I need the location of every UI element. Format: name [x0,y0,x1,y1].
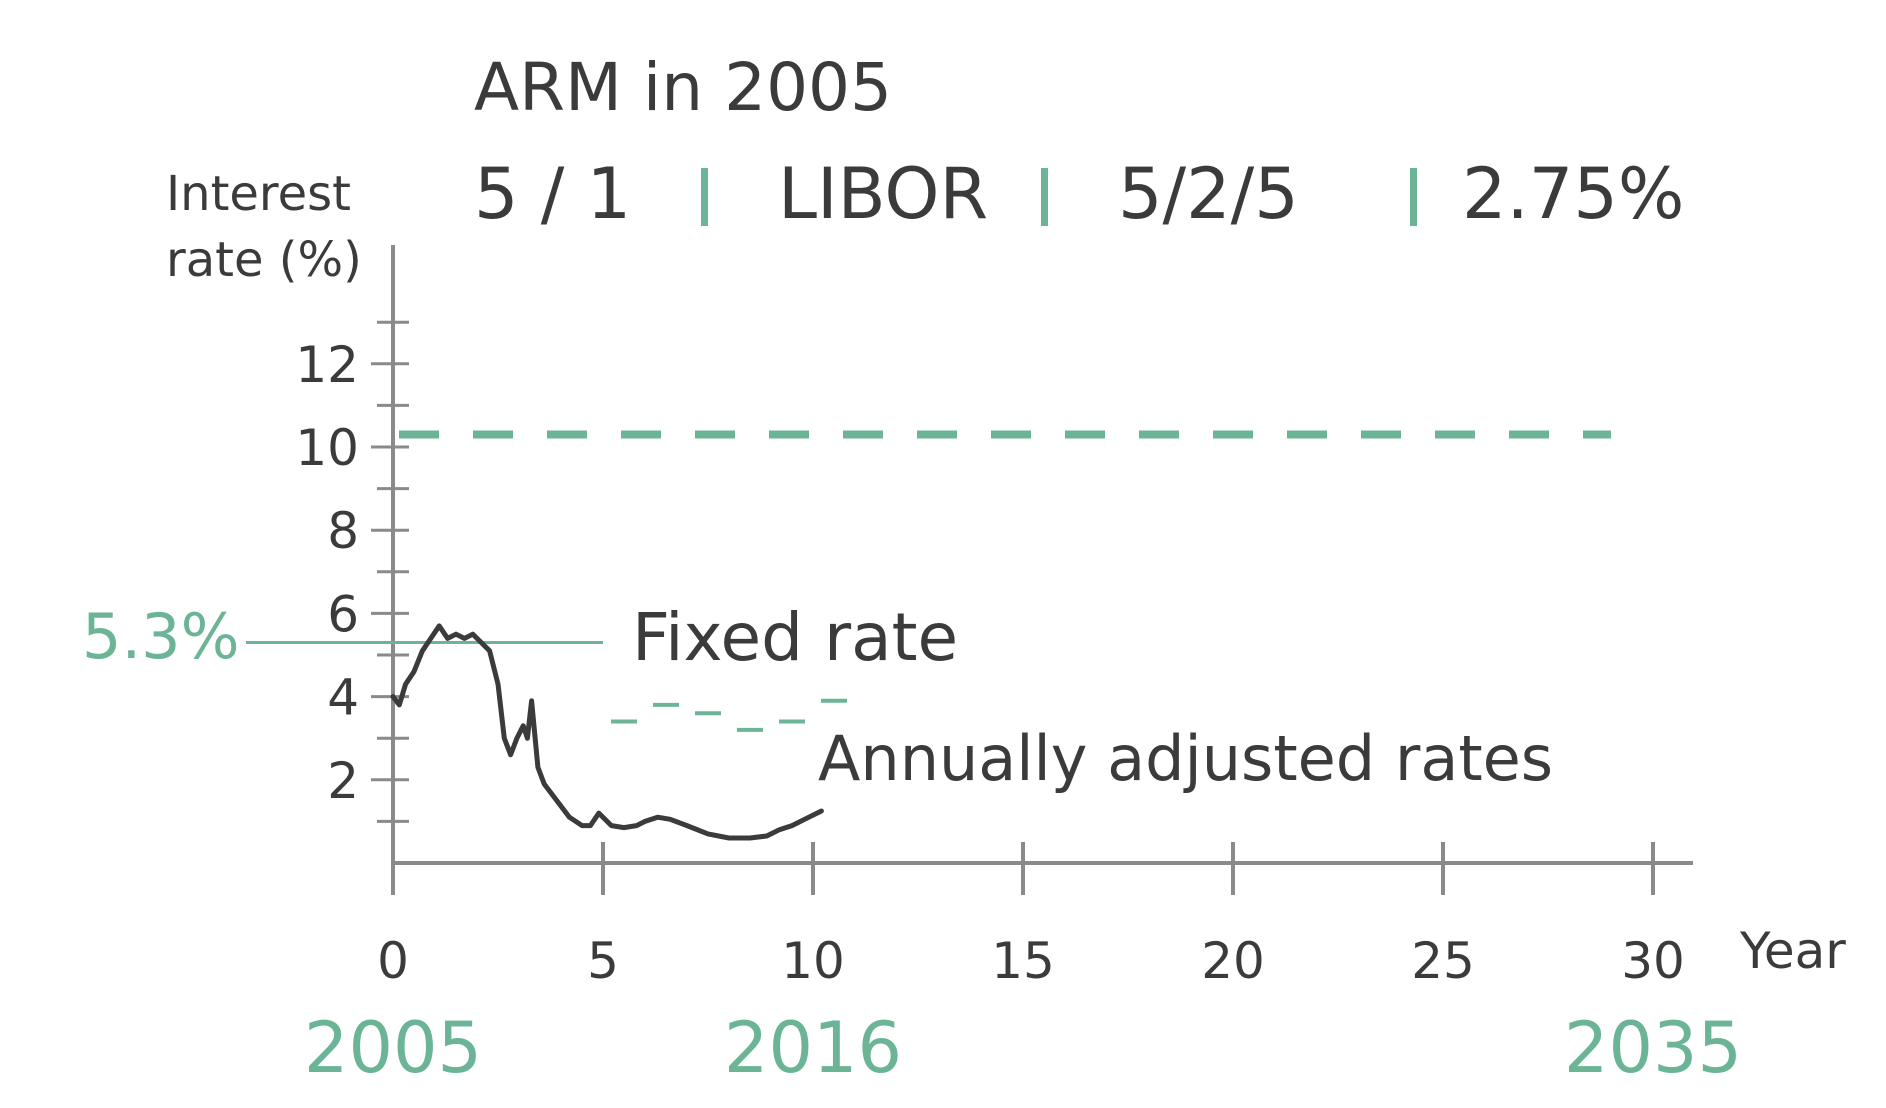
x-tick-label: 5 [587,932,619,990]
y-tick-label: 6 [327,585,359,643]
annual-rates-label: Annually adjusted rates [818,722,1553,795]
y-tick-label: 10 [295,419,359,477]
subtitle-separator-1 [701,168,708,226]
subtitle-part-1: 5 / 1 [474,153,631,235]
y-tick-label: 2 [327,752,359,810]
y-tick-label: 8 [327,502,359,560]
subtitle-separator-2 [1041,168,1048,226]
subtitle-part-2: LIBOR [778,153,988,235]
y-axis-label-line2: rate (%) [166,232,362,288]
x-tick-label: 25 [1411,932,1475,990]
subtitle-separator-3 [1410,168,1417,226]
fixed-rate-label: Fixed rate [632,599,958,676]
subtitle-part-4: 2.75% [1462,153,1684,235]
x-tick-label: 30 [1621,932,1685,990]
chart-title: ARM in 2005 [474,49,892,126]
year-label: 2005 [304,1007,482,1089]
x-tick-label: 0 [377,932,409,990]
interest-rate-series-line [390,623,824,841]
y-axis-label-line1: Interest [166,166,351,222]
x-axis-label: Year [1739,922,1846,980]
y-tick-label: 12 [295,336,359,394]
y-tick-label: 4 [327,669,359,727]
year-label: 2035 [1564,1007,1742,1089]
x-tick-label: 15 [991,932,1055,990]
x-tick-label: 10 [781,932,845,990]
year-label: 2016 [724,1007,902,1089]
fixed-rate-value-label: 5.3% [82,600,240,673]
x-tick-label: 20 [1201,932,1265,990]
subtitle-part-3: 5/2/5 [1118,153,1299,235]
